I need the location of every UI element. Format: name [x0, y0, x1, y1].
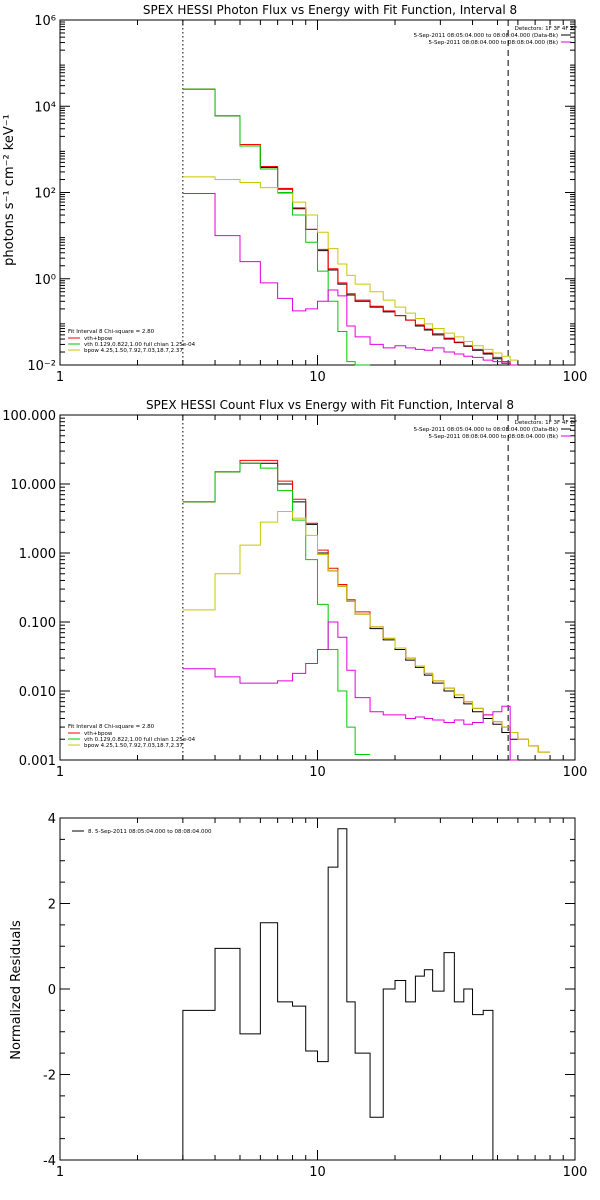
residuals-x-tick-label: 10 [309, 1165, 326, 1180]
residuals-y-tick-label: -2 [43, 1069, 56, 1084]
count-flux-panel: SPEX HESSI Count Flux vs Energy with Fit… [2, 398, 587, 780]
photon-legend-entry: 5-Sep-2011 08:05:04.000 to 08:08:04.000 … [414, 33, 558, 39]
count-fit-header: Fit Interval 8 Chi-square = 2.80 [68, 724, 155, 730]
photon-legend-top: Detectors: 1F 3F 4F 8F 5-Sep-2011 08:05:… [414, 26, 577, 46]
photon-title: SPEX HESSI Photon Flux vs Energy with Fi… [143, 3, 517, 17]
residuals-y-tick-label: 0 [48, 983, 56, 998]
count-y-tick-label: 0.001 [19, 754, 56, 769]
photon-x-tick-label: 100 [563, 370, 588, 385]
photon-fit-entry: vth 0.129,0.822,1.00 full chian 1.25e-04 [84, 342, 196, 348]
residuals-y-tick-label: 4 [48, 812, 56, 827]
count-y-tick-label: 0.100 [19, 616, 56, 631]
photon-y-tick-label: 10⁻² [27, 359, 56, 374]
photon-ylabel: photons s⁻¹ cm⁻² keV⁻¹ [2, 114, 17, 266]
photon-plot-frame [59, 19, 576, 366]
count-fit-entry: vth 0.129,0.822,1.00 full chian 1.25e-04 [84, 737, 196, 743]
residuals-plot-frame [59, 817, 576, 1161]
residuals-legend: 8. 5-Sep-2011 08:05:04.000 to 08:08:04.0… [72, 829, 212, 835]
photon-legend-header: Detectors: 1F 3F 4F 8F [515, 26, 577, 32]
photon-series-data_black [182, 88, 518, 366]
residuals-series-residuals [182, 828, 494, 1160]
count-series-bk [182, 621, 518, 761]
count-legend-entry: 5-Sep-2011 08:08:04.000 to 08:08:04.000 … [429, 434, 559, 440]
photon-x-tick-label: 1 [56, 370, 64, 385]
count-series-vth [182, 462, 371, 756]
count-title: SPEX HESSI Count Flux vs Energy with Fit… [146, 398, 514, 412]
photon-fit-header: Fit Interval 8 Chi-square = 2.80 [68, 329, 155, 335]
count-fit-entry: vth+bpow [84, 731, 113, 737]
residuals-y-tick-label: -4 [43, 1154, 56, 1169]
photon-y-tick-label: 10⁶ [34, 14, 56, 29]
count-legend-header: Detectors: 1F 3F 4F 8F [515, 420, 577, 426]
photon-fit-entry: bpow 4.25,1.50,7.92,7.03,18.7,2.37 [84, 348, 183, 354]
count-x-tick-label: 1 [56, 765, 64, 780]
residuals-x-tick-label: 1 [56, 1165, 64, 1180]
photon-series-vth [182, 88, 371, 366]
photon-y-tick-label: 10⁴ [34, 100, 56, 115]
count-y-tick-label: 1.000 [19, 547, 56, 562]
count-legend-entry: 5-Sep-2011 08:05:04.000 to 08:08:04.000 … [414, 427, 558, 433]
count-y-tick-label: 100.000 [2, 409, 56, 424]
photon-series-bpow [182, 176, 518, 361]
photon-x-tick-label: 10 [309, 370, 326, 385]
count-series [182, 459, 551, 761]
residuals-y-tick-label: 2 [48, 898, 56, 913]
photon-flux-panel: SPEX HESSI Photon Flux vs Energy with Fi… [2, 3, 587, 385]
photon-reference-lines [182, 20, 509, 365]
count-series-bpow [182, 510, 551, 753]
residuals-panel: Normalized Residuals 1 10 100 -4 -2 0 2 4 8. 5-… [9, 812, 587, 1180]
count-legend-top: Detectors: 1F 3F 4F 8F 5-Sep-2011 08:05:… [414, 420, 577, 440]
count-x-tick-label: 100 [563, 765, 588, 780]
photon-legend-bottom: Fit Interval 8 Chi-square = 2.80 vth+bpo… [68, 329, 196, 354]
count-x-tick-label: 10 [309, 765, 326, 780]
count-series-total [182, 459, 551, 753]
count-reference-lines [182, 415, 509, 760]
residuals-ticks: 1 10 100 -4 -2 0 2 4 [43, 812, 587, 1180]
photon-fit-entry: vth+bpow [84, 336, 113, 342]
count-y-tick-label: 10.000 [11, 478, 57, 493]
residuals-series [182, 828, 494, 1160]
photon-ticks: 1 10 100 10⁻² 10⁰ 10² 10⁴ 10⁶ [27, 14, 587, 385]
photon-series-total [182, 88, 518, 366]
residuals-x-tick-label: 100 [563, 1165, 588, 1180]
photon-series [182, 88, 518, 366]
residuals-legend-entry: 8. 5-Sep-2011 08:05:04.000 to 08:08:04.0… [88, 829, 212, 835]
photon-y-tick-label: 10⁰ [34, 273, 56, 288]
residuals-ylabel: Normalized Residuals [9, 920, 24, 1060]
count-ticks: 1 10 100 0.001 0.010 0.100 1.000 10.000 100.000 [2, 409, 587, 780]
count-legend-bottom: Fit Interval 8 Chi-square = 2.80 vth+bpo… [68, 724, 196, 749]
photon-y-tick-label: 10² [34, 187, 56, 202]
photon-series-bk [182, 192, 518, 366]
count-y-tick-label: 0.010 [19, 685, 56, 700]
photon-legend-entry: 5-Sep-2011 08:08:04.000 to 08:08:04.000 … [429, 40, 559, 46]
count-fit-entry: bpow 4.25,1.50,7.92,7.03,18.7,2.37 [84, 743, 183, 749]
